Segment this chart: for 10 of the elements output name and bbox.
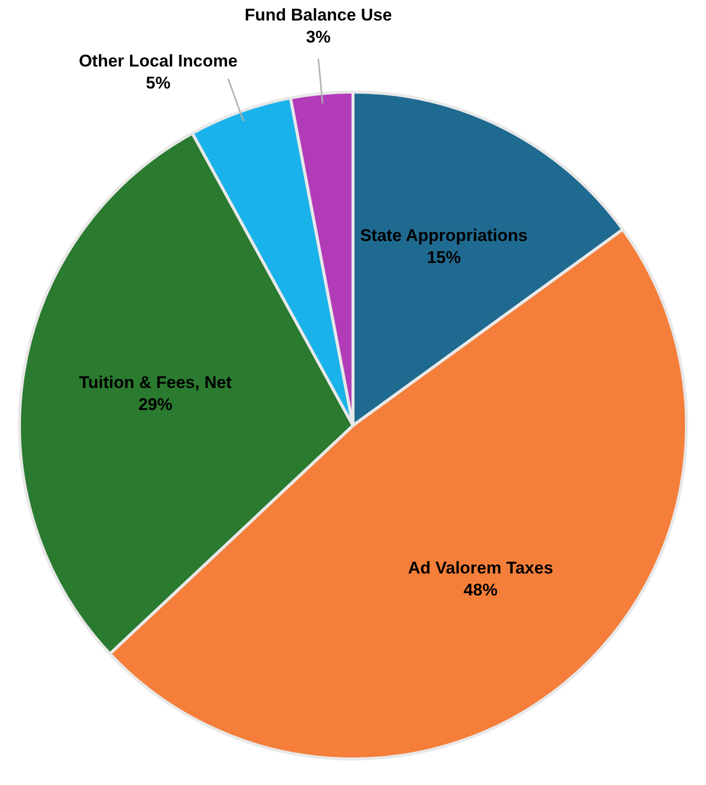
data-label: 48% bbox=[464, 580, 498, 600]
data-label: 29% bbox=[138, 394, 172, 414]
slice-label: State Appropriations bbox=[360, 226, 528, 245]
data-label: 3% bbox=[306, 27, 331, 46]
slice-label: Ad Valorem Taxes bbox=[408, 558, 554, 578]
slice-label: Other Local Income bbox=[78, 51, 238, 70]
data-label: 15% bbox=[426, 248, 461, 267]
slice-label: Fund Balance Use bbox=[244, 5, 392, 24]
data-label: 5% bbox=[146, 73, 170, 92]
slice-label: Tuition & Fees, Net bbox=[79, 372, 232, 392]
